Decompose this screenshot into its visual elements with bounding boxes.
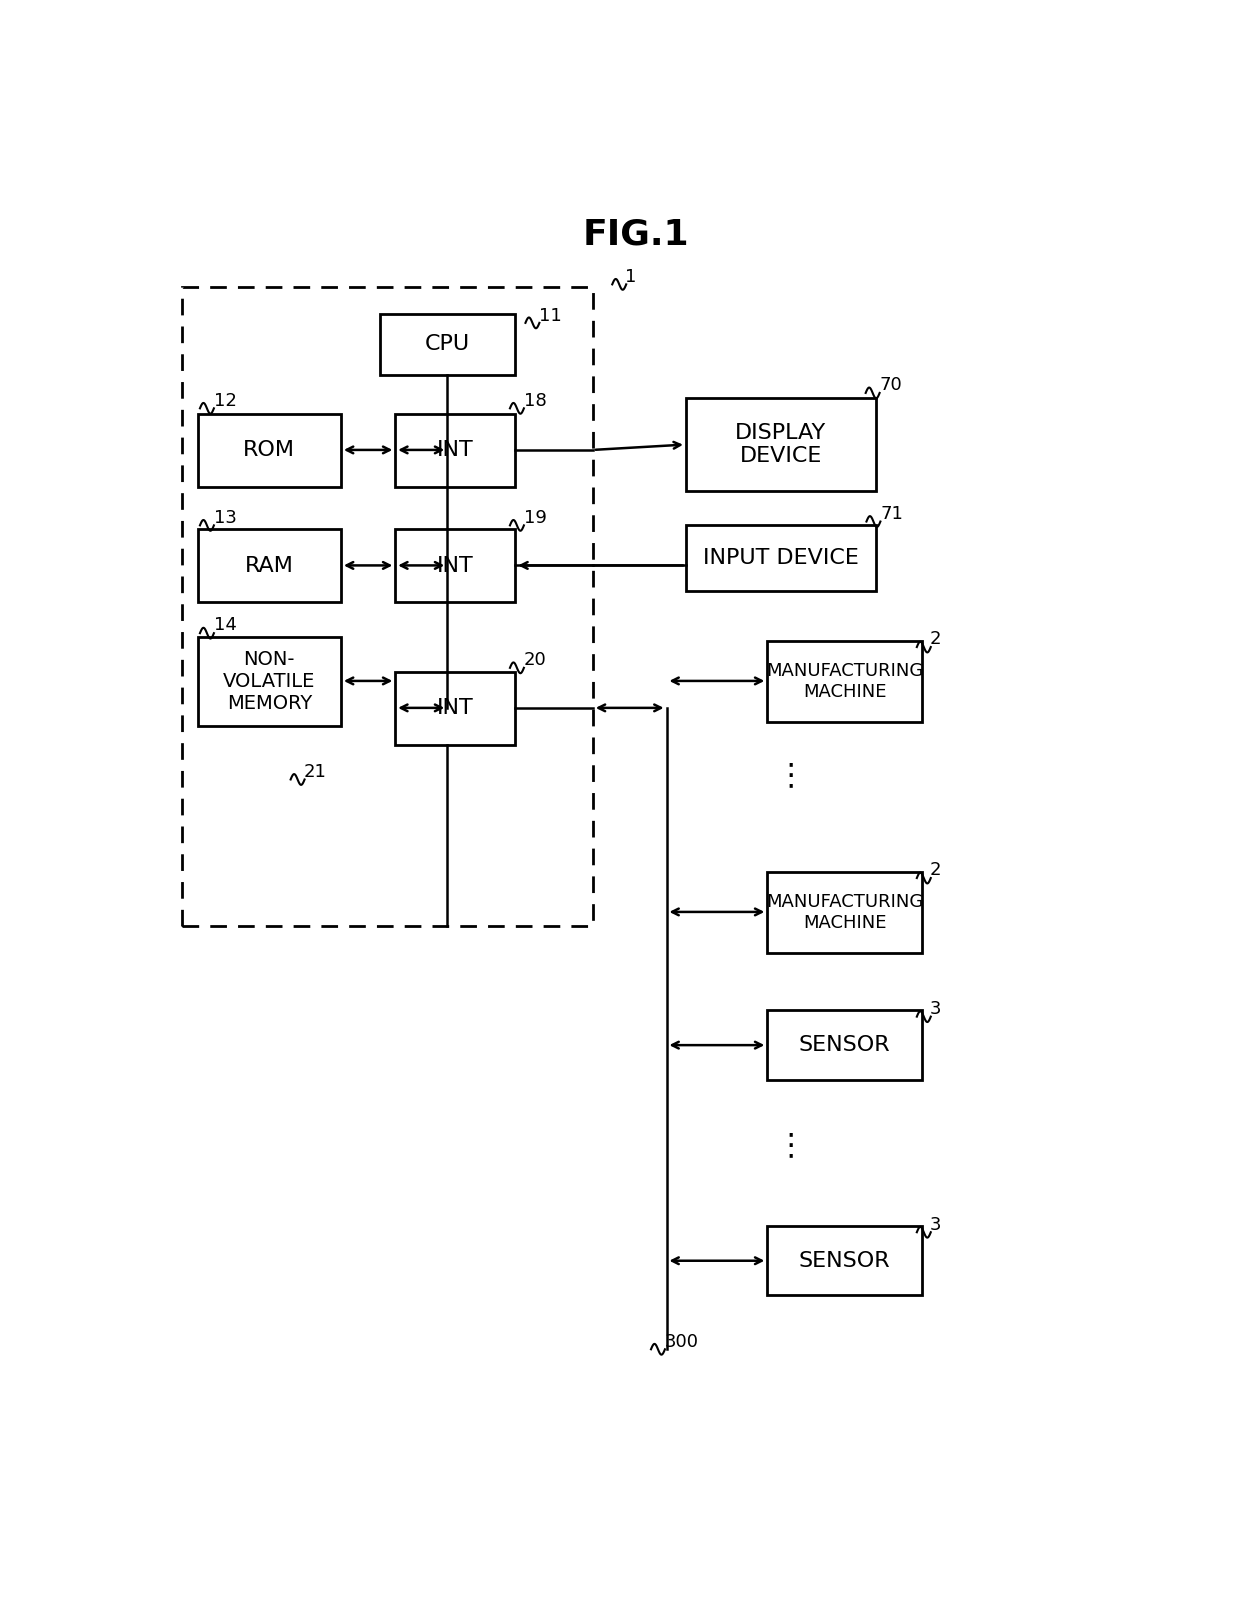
Text: 19: 19 bbox=[523, 508, 547, 526]
Text: 13: 13 bbox=[215, 508, 237, 526]
Text: 21: 21 bbox=[304, 763, 326, 780]
Text: 18: 18 bbox=[523, 392, 547, 410]
Text: INPUT DEVICE: INPUT DEVICE bbox=[703, 549, 859, 568]
Text: MANUFACTURING
MACHINE: MANUFACTURING MACHINE bbox=[766, 662, 924, 701]
Bar bbox=[379, 314, 516, 376]
Text: NON-
VOLATILE
MEMORY: NON- VOLATILE MEMORY bbox=[223, 649, 315, 712]
Text: ROM: ROM bbox=[243, 440, 295, 460]
Text: FIG.1: FIG.1 bbox=[583, 217, 688, 251]
Text: 20: 20 bbox=[523, 651, 547, 669]
Text: RAM: RAM bbox=[244, 555, 294, 576]
Text: 11: 11 bbox=[539, 308, 562, 325]
Text: 2: 2 bbox=[930, 630, 941, 648]
Bar bbox=[197, 414, 341, 487]
Bar bbox=[197, 529, 341, 602]
Text: ⋮: ⋮ bbox=[775, 1130, 806, 1159]
Bar bbox=[396, 672, 516, 745]
Bar bbox=[396, 414, 516, 487]
Text: SENSOR: SENSOR bbox=[799, 1251, 890, 1271]
Text: 2: 2 bbox=[930, 861, 941, 879]
Text: 3: 3 bbox=[930, 1001, 941, 1018]
Text: DISPLAY
DEVICE: DISPLAY DEVICE bbox=[735, 423, 826, 466]
Bar bbox=[182, 287, 593, 926]
Text: CPU: CPU bbox=[425, 335, 470, 355]
Text: 14: 14 bbox=[215, 617, 237, 635]
Text: 3: 3 bbox=[930, 1216, 941, 1234]
Text: 70: 70 bbox=[879, 376, 903, 395]
Text: 71: 71 bbox=[880, 505, 903, 523]
Bar bbox=[686, 526, 875, 591]
Text: 12: 12 bbox=[215, 392, 237, 410]
Text: 1: 1 bbox=[625, 269, 637, 287]
Bar bbox=[396, 529, 516, 602]
Bar bbox=[686, 398, 875, 491]
Text: INT: INT bbox=[436, 555, 474, 576]
Text: 300: 300 bbox=[665, 1332, 699, 1350]
Text: MANUFACTURING
MACHINE: MANUFACTURING MACHINE bbox=[766, 894, 924, 931]
Bar bbox=[768, 641, 923, 722]
Text: INT: INT bbox=[436, 440, 474, 460]
Text: ⋮: ⋮ bbox=[775, 761, 806, 790]
Bar bbox=[768, 873, 923, 952]
Text: SENSOR: SENSOR bbox=[799, 1035, 890, 1056]
Text: INT: INT bbox=[436, 698, 474, 719]
Bar bbox=[197, 636, 341, 725]
Bar bbox=[768, 1226, 923, 1295]
Bar bbox=[768, 1010, 923, 1080]
